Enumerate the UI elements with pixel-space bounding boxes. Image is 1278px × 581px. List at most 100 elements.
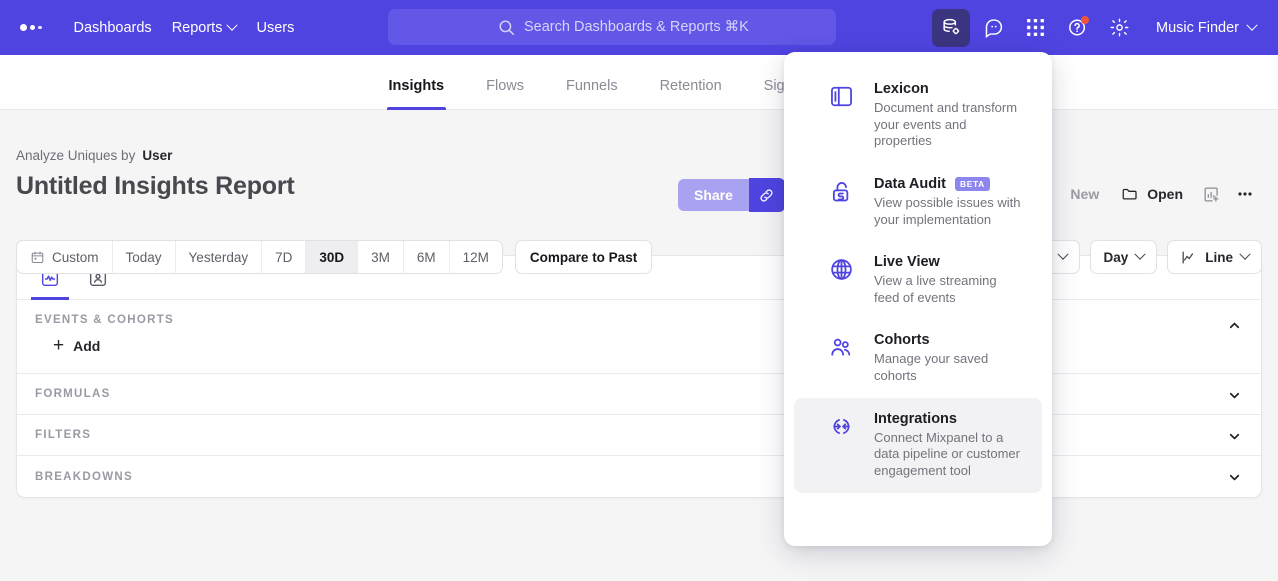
add-event-button[interactable]: + Add bbox=[17, 326, 1261, 373]
help-question-glyph bbox=[1068, 19, 1085, 36]
chevron-down-icon bbox=[1229, 392, 1239, 398]
section-filters-label: FILTERS bbox=[35, 429, 92, 441]
tab-insights[interactable]: Insights bbox=[368, 78, 466, 110]
data-audit-lock-glyph bbox=[832, 181, 849, 202]
integrations-arrows-icon bbox=[828, 411, 858, 480]
data-audit-lock-icon bbox=[828, 176, 858, 228]
menu-item-live-view[interactable]: Live View View a live streaming feed of … bbox=[794, 241, 1042, 319]
nav-icon-group: Music Finder bbox=[932, 0, 1264, 55]
date-range-yesterday[interactable]: Yesterday bbox=[176, 241, 263, 273]
lexicon-book-glyph bbox=[831, 86, 852, 107]
add-to-dashboard-glyph bbox=[1204, 187, 1218, 201]
menu-item-data-audit[interactable]: Data Audit BETA View possible issues wit… bbox=[794, 163, 1042, 241]
report-type-tabs: Insights Flows Funnels Retention Signal … bbox=[0, 55, 1278, 110]
menu-item-cohorts[interactable]: Cohorts Manage your saved cohorts bbox=[794, 319, 1042, 397]
tab-funnels[interactable]: Funnels bbox=[545, 78, 639, 109]
date-range-12m[interactable]: 12M bbox=[450, 241, 502, 273]
chevron-down-icon bbox=[1246, 19, 1258, 31]
calendar-icon bbox=[31, 251, 44, 263]
data-management-icon[interactable] bbox=[932, 8, 970, 47]
more-horizontal-icon[interactable] bbox=[1228, 178, 1262, 210]
line-chart-icon bbox=[1182, 251, 1194, 263]
date-range-30d[interactable]: 30D bbox=[306, 241, 359, 273]
menu-item-cohorts-label: Cohorts bbox=[874, 332, 930, 349]
settings-gear-glyph bbox=[1110, 18, 1128, 37]
tab-flows[interactable]: Flows bbox=[465, 78, 545, 109]
menu-item-integrations[interactable]: Integrations Connect Mixpanel to a data … bbox=[794, 397, 1042, 493]
more-horizontal-glyph bbox=[1238, 192, 1252, 196]
new-report-button[interactable]: New bbox=[1059, 179, 1110, 209]
nav-link-reports[interactable]: Reports bbox=[162, 14, 247, 42]
menu-item-lexicon-label: Lexicon bbox=[874, 81, 929, 97]
analyze-value[interactable]: User bbox=[142, 148, 173, 163]
date-range-7d[interactable]: 7D bbox=[262, 241, 307, 273]
apps-grid-icon[interactable] bbox=[1016, 9, 1054, 47]
compare-to-past-label: Compare to Past bbox=[529, 249, 638, 265]
nav-link-users[interactable]: Users bbox=[246, 14, 304, 42]
menu-item-integrations-desc: Connect Mixpanel to a data pipeline or c… bbox=[874, 429, 1020, 478]
page-title[interactable]: Untitled Insights Report bbox=[16, 172, 295, 200]
section-breakdowns[interactable]: BREAKDOWNS bbox=[17, 456, 1261, 497]
globe-glyph bbox=[831, 259, 852, 280]
chat-bubble-glyph bbox=[985, 19, 1002, 38]
menu-item-data-audit-desc: View possible issues with your implement… bbox=[874, 194, 1021, 227]
add-event-label: Add bbox=[73, 337, 101, 354]
page-body: Analyze Uniques by User Untitled Insight… bbox=[0, 110, 1278, 581]
header-actions: New Open bbox=[1059, 178, 1262, 210]
menu-item-lexicon[interactable]: Lexicon Document and transform your even… bbox=[794, 68, 1042, 163]
date-range-6m[interactable]: 6M bbox=[404, 241, 450, 273]
folder-icon bbox=[1122, 188, 1137, 200]
cohorts-people-icon bbox=[828, 332, 858, 384]
section-events-and-cohorts: EVENTS & COHORTS + Add bbox=[17, 300, 1261, 374]
section-formulas-label: FORMULAS bbox=[35, 388, 111, 400]
chevron-down-icon bbox=[1229, 474, 1239, 480]
chevron-down-icon bbox=[1134, 248, 1146, 260]
add-to-dashboard-icon[interactable] bbox=[1194, 178, 1228, 210]
globe-icon bbox=[828, 254, 858, 306]
copy-link-button[interactable] bbox=[748, 178, 785, 212]
tab-retention[interactable]: Retention bbox=[639, 78, 743, 109]
share-group: Share bbox=[678, 178, 785, 212]
date-range-custom[interactable]: Custom bbox=[17, 241, 113, 273]
interval-dropdown[interactable]: Day bbox=[1090, 240, 1158, 274]
nav-link-dashboards[interactable]: Dashboards bbox=[64, 14, 162, 42]
help-question-icon[interactable] bbox=[1058, 9, 1096, 47]
chat-bubble-icon[interactable] bbox=[974, 9, 1012, 47]
chart-type-dropdown[interactable]: Line bbox=[1167, 240, 1262, 274]
section-events-label: EVENTS & COHORTS bbox=[35, 314, 175, 326]
date-range-3m-label: 3M bbox=[371, 249, 390, 265]
date-range-today[interactable]: Today bbox=[113, 241, 176, 273]
date-range-12m-label: 12M bbox=[462, 249, 489, 265]
compare-to-past-button[interactable]: Compare to Past bbox=[514, 240, 653, 274]
section-filters[interactable]: FILTERS bbox=[17, 415, 1261, 456]
section-filters-toggle[interactable] bbox=[1223, 425, 1245, 447]
new-report-label: New bbox=[1070, 186, 1100, 202]
menu-item-lexicon-desc: Document and transform your events and p… bbox=[874, 100, 1018, 149]
section-formulas-toggle[interactable] bbox=[1223, 384, 1245, 406]
chevron-down-icon bbox=[1229, 433, 1239, 439]
nav-link-dashboards-label: Dashboards bbox=[73, 19, 152, 36]
project-name: Music Finder bbox=[1156, 19, 1239, 36]
section-events-toggle[interactable] bbox=[1223, 314, 1245, 336]
chevron-down-icon bbox=[1239, 248, 1251, 260]
mixpanel-logo[interactable] bbox=[20, 24, 42, 31]
date-range-7d-label: 7D bbox=[275, 249, 293, 265]
open-report-button[interactable]: Open bbox=[1110, 178, 1194, 210]
top-navigation-bar: Dashboards Reports Users Search Dashboar… bbox=[0, 0, 1278, 55]
database-gear-glyph bbox=[942, 18, 959, 35]
menu-item-lexicon-title: Lexicon bbox=[874, 81, 1024, 97]
section-formulas[interactable]: FORMULAS bbox=[17, 374, 1261, 415]
section-breakdowns-toggle[interactable] bbox=[1223, 466, 1245, 488]
chart-type-label: Line bbox=[1205, 249, 1233, 265]
search-input[interactable]: Search Dashboards & Reports ⌘K bbox=[388, 9, 836, 45]
search-icon bbox=[499, 19, 515, 35]
menu-item-live-view-label: Live View bbox=[874, 254, 940, 271]
section-breakdowns-label: BREAKDOWNS bbox=[35, 470, 133, 483]
project-selector[interactable]: Music Finder bbox=[1142, 14, 1264, 42]
date-range-3m[interactable]: 3M bbox=[358, 241, 404, 273]
settings-gear-icon[interactable] bbox=[1100, 9, 1138, 47]
date-range-yesterday-label: Yesterday bbox=[188, 249, 249, 265]
share-button[interactable]: Share bbox=[678, 179, 749, 211]
lexicon-book-icon bbox=[828, 81, 858, 150]
